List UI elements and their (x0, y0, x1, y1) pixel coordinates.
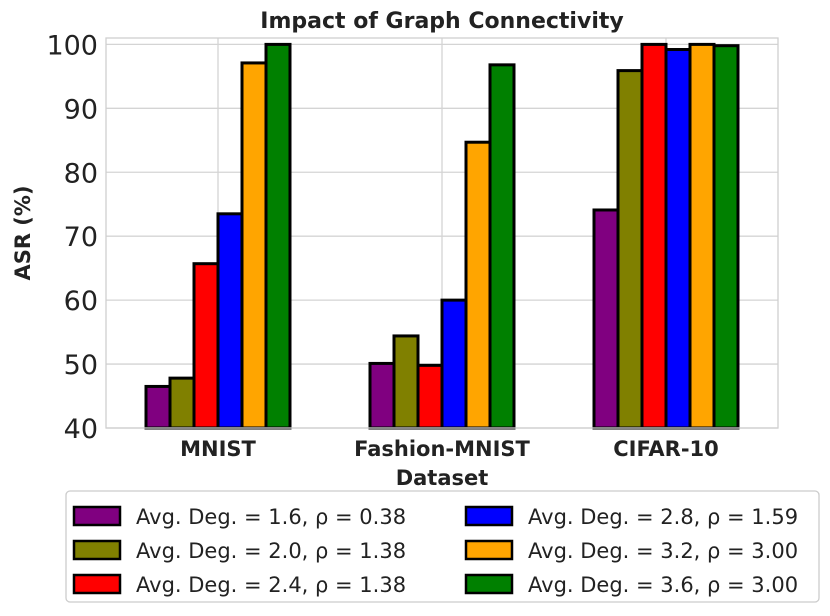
y-axis-label: ASR (%) (11, 185, 35, 280)
bar (264, 42, 292, 430)
legend: Avg. Deg. = 1.6, ρ = 0.38 Avg. Deg. = 2.0… (65, 490, 820, 603)
y-tick-labels: 40 50 60 70 80 90 100 (46, 30, 98, 445)
bar (592, 208, 620, 430)
y-tick-label: 50 (64, 350, 98, 381)
bar (168, 376, 196, 430)
legend-label: Avg. Deg. = 3.2, ρ = 3.00 (528, 539, 798, 563)
legend-box (65, 490, 820, 603)
legend-swatch (72, 573, 122, 595)
bar (192, 262, 220, 430)
legend-label: Avg. Deg. = 3.6, ρ = 3.00 (528, 573, 798, 597)
x-tick-label: Fashion-MNIST (354, 437, 530, 461)
bar (712, 44, 740, 430)
bar (440, 298, 468, 430)
bar (392, 334, 420, 430)
bar (640, 42, 668, 430)
bar (240, 61, 268, 430)
axes-frame (105, 37, 779, 429)
bar (664, 48, 692, 430)
y-tick-label: 40 (64, 414, 98, 445)
bar (688, 42, 716, 430)
legend-label: Avg. Deg. = 2.8, ρ = 1.59 (528, 505, 798, 529)
legend-swatch (464, 505, 514, 527)
y-tick-label: 80 (64, 158, 98, 189)
legend-label: Avg. Deg. = 2.0, ρ = 1.38 (136, 539, 406, 563)
chart-title: Impact of Graph Connectivity (260, 9, 623, 34)
x-tick-label: MNIST (180, 437, 256, 461)
bar (464, 140, 492, 430)
legend-swatch (72, 505, 122, 527)
x-tick-labels: MNIST Fashion-MNIST CIFAR-10 (180, 437, 719, 461)
bar (616, 69, 644, 430)
y-tick-label: 100 (46, 30, 98, 61)
legend-swatch (464, 573, 514, 595)
y-tick-label: 60 (64, 286, 98, 317)
bar (488, 63, 516, 430)
y-tick-label: 90 (64, 94, 98, 125)
legend-swatch (72, 539, 122, 561)
x-tick-label: CIFAR-10 (613, 437, 719, 461)
bar (416, 363, 444, 430)
bar (144, 384, 172, 430)
bar (368, 361, 396, 430)
x-axis-label: Dataset (396, 466, 489, 490)
y-tick-label: 70 (64, 222, 98, 253)
legend-swatch (464, 539, 514, 561)
bar (216, 212, 244, 430)
legend-label: Avg. Deg. = 2.4, ρ = 1.38 (136, 573, 406, 597)
legend-label: Avg. Deg. = 1.6, ρ = 0.38 (136, 505, 406, 529)
